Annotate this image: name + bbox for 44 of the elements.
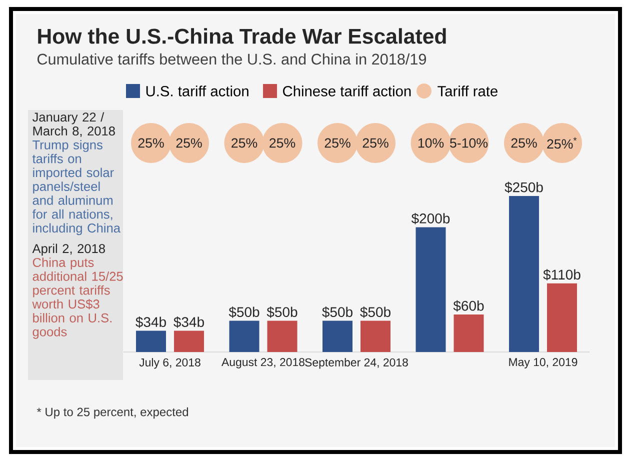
chart-subtitle: Cumulative tariffs between the U.S. and China in 2018/19	[37, 53, 426, 65]
chart-title: How the U.S.-China Trade War Escalated	[38, 28, 446, 44]
x-tick-label: September 24, 2018	[305, 358, 408, 369]
text: April 2, 2018	[32, 244, 105, 256]
text: 25%	[324, 138, 350, 148]
bar	[360, 320, 390, 352]
data-label: $60b	[453, 300, 484, 312]
text: January 22 / March 8, 2018	[32, 112, 115, 138]
text: 25%	[270, 138, 296, 148]
bar	[136, 330, 166, 352]
data-label: $110b	[543, 269, 580, 280]
data-label: $50b	[360, 306, 390, 318]
text: 25%$^{*}$	[547, 137, 577, 149]
text: Tariff rate	[438, 86, 498, 96]
text: 5-10%	[450, 138, 488, 148]
text: * Up to 25 percent, expected	[36, 407, 188, 419]
data-label: $50b	[322, 306, 352, 318]
bar	[322, 320, 352, 352]
bar	[509, 196, 540, 352]
data-label: $34b	[174, 316, 204, 328]
text: 25%	[362, 138, 388, 148]
text: Trump signs tariffs on imported solar panels/steel and aluminum for all nations, including China	[32, 140, 120, 236]
text: 25%	[138, 138, 164, 148]
bar	[229, 320, 260, 352]
text: 25%	[232, 138, 258, 148]
bar	[454, 314, 484, 352]
text: 10%	[418, 138, 444, 148]
data-label: $50b	[266, 306, 298, 318]
data-label: $200b	[411, 212, 450, 224]
x-tick-label: July 6, 2018	[139, 358, 200, 369]
x-tick-label: May 10, 2019	[509, 358, 578, 368]
legend-label: Chinese tariff action	[283, 86, 411, 96]
text: China puts additional 15/25 percent tariffs worth US$3 billion on U.S. goods	[32, 258, 123, 339]
bar	[267, 320, 298, 352]
x-tick-label: August 23, 2018	[222, 358, 304, 368]
data-label: $250b	[504, 182, 543, 194]
text: 25%	[511, 138, 537, 148]
legend-label: U.S. tariff action	[146, 86, 248, 96]
data-label: $50b	[228, 306, 260, 318]
bar	[547, 283, 578, 352]
data-label: $34b	[136, 316, 166, 328]
bar	[174, 330, 204, 352]
text: 25%	[176, 138, 202, 148]
bar	[416, 227, 446, 352]
